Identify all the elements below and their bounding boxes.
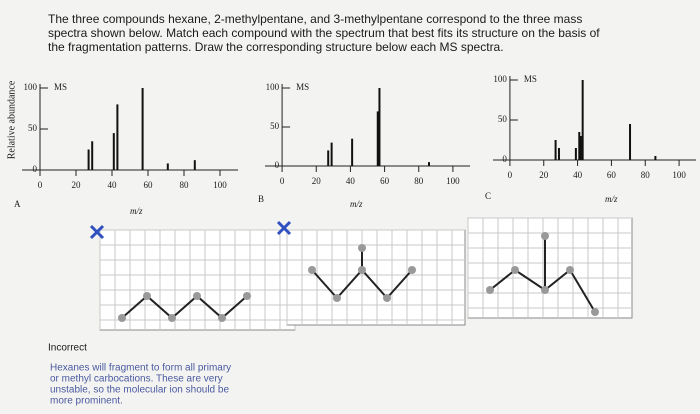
structure-grid bbox=[99, 229, 296, 331]
spectrum-letter: A bbox=[14, 199, 21, 209]
feedback-line: or methyl carbocations. These are very bbox=[50, 374, 223, 385]
atom bbox=[358, 244, 366, 252]
incorrect-mark bbox=[89, 224, 105, 240]
spectrum-label: MS bbox=[524, 74, 537, 84]
y-tick-label: 0 bbox=[33, 164, 38, 174]
atom bbox=[218, 314, 226, 322]
feedback-line: Hexanes will fragment to form all primar… bbox=[50, 363, 231, 374]
x-tick-label: 40 bbox=[573, 170, 583, 180]
x-tick-label: 60 bbox=[380, 176, 390, 186]
incorrect-mark bbox=[276, 220, 292, 236]
bond bbox=[121, 294, 248, 320]
atom bbox=[168, 314, 176, 322]
x-tick-label: 80 bbox=[414, 176, 424, 186]
x-tick-label: 40 bbox=[346, 176, 356, 186]
atom bbox=[566, 266, 574, 274]
x-tick-label: 100 bbox=[446, 176, 460, 186]
atom bbox=[193, 292, 201, 300]
x-tick-label: 80 bbox=[180, 180, 190, 190]
feedback-line: more prominent. bbox=[50, 396, 123, 407]
x-tick-label: 40 bbox=[108, 180, 118, 190]
x-tick-label: 0 bbox=[508, 170, 513, 180]
y-tick-label: 50 bbox=[28, 123, 38, 133]
feedback-line: unstable, so the molecular ion should be bbox=[50, 385, 229, 396]
question-line: the fragmentation patterns. Draw the cor… bbox=[48, 40, 504, 54]
atom bbox=[308, 266, 316, 274]
atom bbox=[486, 286, 494, 294]
atom bbox=[358, 266, 366, 274]
x-tick-label: 0 bbox=[280, 176, 285, 186]
spectrum-letter: C bbox=[485, 191, 491, 201]
atom bbox=[118, 314, 126, 322]
structure-grid bbox=[467, 217, 633, 319]
x-axis-label: m/z bbox=[350, 199, 363, 209]
x-tick-label: 80 bbox=[641, 170, 651, 180]
y-tick-label: 50 bbox=[270, 121, 280, 131]
spectrum-letter: B bbox=[258, 194, 264, 204]
x-axis-label: m/z bbox=[605, 194, 618, 204]
y-tick-label: 100 bbox=[266, 82, 280, 92]
atom bbox=[243, 292, 251, 300]
atom bbox=[541, 286, 549, 294]
x-tick-label: 60 bbox=[607, 170, 617, 180]
atom bbox=[143, 292, 151, 300]
y-tick-label: 100 bbox=[493, 74, 507, 84]
x-axis-label: m/z bbox=[130, 206, 143, 216]
y-axis-label: Relative abundance bbox=[6, 80, 17, 159]
x-tick-label: 20 bbox=[312, 176, 322, 186]
y-tick-label: 0 bbox=[275, 160, 280, 170]
atom bbox=[408, 266, 416, 274]
spectrum-label: MS bbox=[54, 82, 67, 92]
question-line: The three compounds hexane, 2-methylpent… bbox=[48, 12, 582, 26]
atom bbox=[541, 232, 549, 240]
atom bbox=[591, 308, 599, 316]
x-tick-label: 100 bbox=[672, 170, 686, 180]
x-tick-label: 20 bbox=[539, 170, 549, 180]
atom bbox=[333, 294, 341, 302]
y-tick-label: 50 bbox=[498, 114, 508, 124]
x-tick-label: 20 bbox=[72, 180, 82, 190]
y-tick-label: 100 bbox=[24, 82, 38, 92]
question-line: spectra shown below. Match each compound… bbox=[48, 26, 600, 40]
atom bbox=[383, 294, 391, 302]
y-tick-label: 0 bbox=[502, 154, 507, 164]
feedback-status: Incorrect bbox=[48, 343, 87, 354]
spectrum-label: MS bbox=[296, 82, 309, 92]
atom bbox=[511, 266, 519, 274]
structure-grid bbox=[286, 229, 466, 326]
x-tick-label: 100 bbox=[213, 180, 227, 190]
x-tick-label: 60 bbox=[144, 180, 154, 190]
x-tick-label: 0 bbox=[38, 180, 43, 190]
